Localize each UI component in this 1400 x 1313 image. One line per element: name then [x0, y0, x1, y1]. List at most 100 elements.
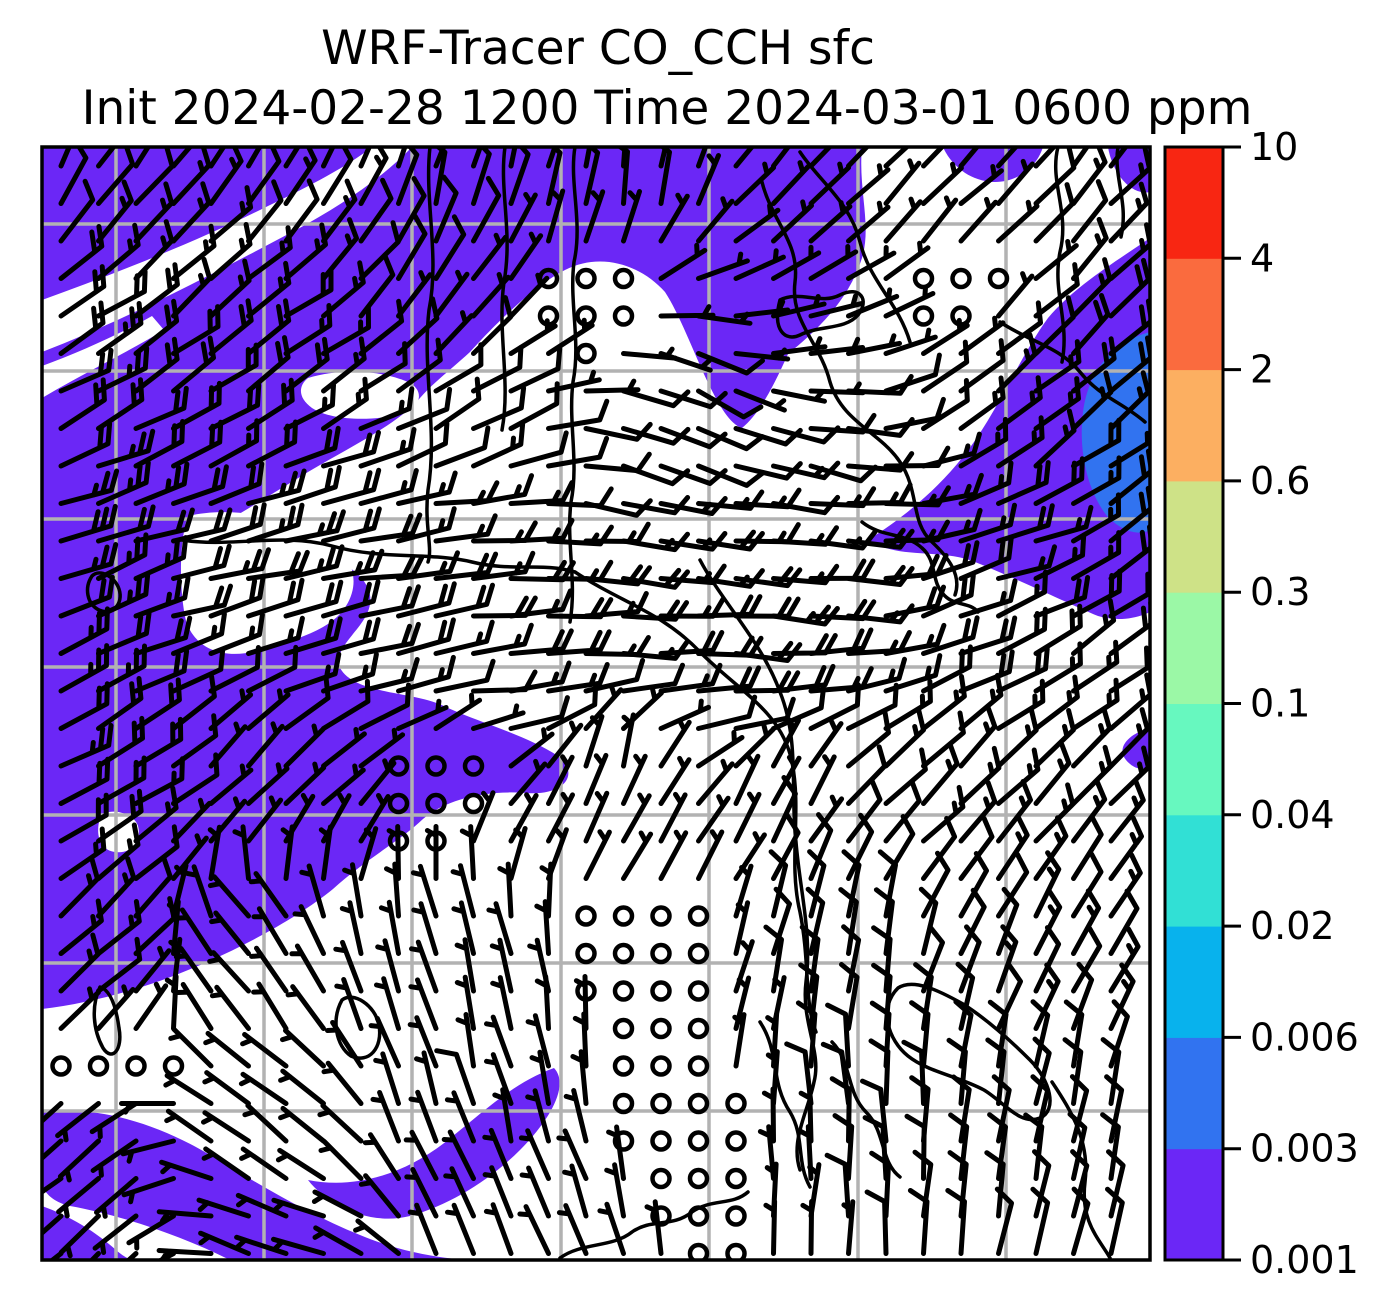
calm-circle: [612, 1130, 635, 1152]
wind-barb: [42, 1138, 64, 1162]
wind-barb: [862, 1115, 889, 1181]
colorbar-tick-label: 0.3: [1250, 570, 1310, 614]
wind-barb: [94, 1176, 139, 1219]
wind-barb: [1071, 216, 1109, 281]
map-frame: [40, 145, 1152, 1262]
wind-barb: [921, 784, 966, 844]
wind-barb: [546, 720, 584, 769]
wind-barb: [342, 862, 364, 919]
colorbar-tick-label: 4: [1250, 236, 1274, 280]
wind-barb: [358, 468, 419, 506]
wind-barb: [358, 758, 397, 806]
wind-barb: [771, 775, 798, 844]
colorbar-segment: [1165, 926, 1223, 1038]
wind-barb: [433, 214, 467, 281]
colorbar-tick-label: 0.001: [1250, 1238, 1359, 1282]
wind-barb: [207, 874, 251, 919]
wind-barb: [508, 517, 575, 544]
wind-barb: [321, 336, 367, 394]
wind-barb: [96, 345, 150, 394]
wind-barb: [771, 147, 792, 169]
wind-barb: [583, 790, 610, 844]
wind-barb: [1100, 1112, 1121, 1181]
wind-barb: [58, 1213, 101, 1259]
wind-barb: [471, 790, 496, 844]
wind-barb: [1108, 707, 1150, 769]
wind-barb: [958, 535, 1014, 581]
wind-barb: [951, 1074, 972, 1144]
wind-barb: [864, 1189, 889, 1256]
wind-barb: [289, 943, 326, 994]
wind-barb: [321, 678, 371, 731]
wind-barb: [283, 579, 344, 619]
calm-circle: [425, 755, 447, 777]
wind-barb: [873, 887, 895, 956]
wind-barb: [133, 785, 179, 844]
wind-barb: [58, 643, 110, 694]
wind-barb: [171, 464, 229, 506]
wind-barb: [58, 178, 96, 244]
wind-barb: [996, 199, 1040, 244]
wind-barb: [1071, 492, 1121, 544]
wind-barb: [251, 981, 289, 1031]
wind-barb: [321, 304, 371, 356]
wind-barb: [921, 850, 951, 919]
coastline-path: [92, 985, 122, 1056]
wind-barb: [55, 1101, 101, 1143]
wind-barb: [96, 899, 142, 956]
wind-barb: [171, 304, 221, 356]
calm-circle: [650, 1017, 672, 1040]
wind-barb: [958, 649, 1015, 694]
wind-barb: [799, 924, 821, 994]
wind-barb: [358, 147, 389, 206]
wind-barb: [238, 1071, 289, 1106]
wind-barb: [696, 794, 731, 844]
wind-barb: [280, 1028, 326, 1069]
wind-barb: [508, 727, 555, 769]
wind-barb: [208, 688, 254, 731]
colorbar-tick-label: 0.02: [1250, 904, 1335, 948]
wind-barb: [482, 1165, 514, 1219]
wind-barb: [396, 386, 453, 431]
wind-barb: [1071, 147, 1091, 169]
calm-circle: [650, 1055, 672, 1077]
wind-barb: [133, 824, 180, 881]
wind-barb: [433, 269, 470, 319]
wind-barb: [358, 386, 415, 431]
wind-barb: [996, 852, 1030, 919]
wind-barb: [58, 542, 119, 581]
wind-barb: [508, 660, 572, 694]
wind-barb: [411, 901, 439, 956]
wind-barb: [771, 336, 828, 356]
wind-barb: [171, 752, 220, 806]
wind-barb: [201, 1110, 251, 1144]
coastline-path: [758, 1020, 812, 1189]
wind-barb: [396, 421, 450, 469]
wind-barb: [133, 945, 172, 994]
wind-barb: [921, 161, 964, 206]
wind-barb: [42, 1176, 64, 1195]
wind-barb: [508, 792, 539, 844]
wind-barb: [396, 506, 457, 544]
wind-barb: [883, 622, 947, 656]
calm-circle: [687, 1092, 710, 1115]
colorbar-segment: [1165, 1037, 1223, 1150]
wind-barb: [771, 294, 827, 319]
wind-barb: [996, 271, 1035, 319]
wind-barb: [208, 763, 254, 806]
wind-barb: [621, 792, 652, 844]
wind-barb: [96, 643, 147, 694]
wind-barb: [471, 147, 492, 206]
wind-barb: [208, 502, 267, 544]
wind-barb: [883, 678, 933, 731]
wind-barb: [209, 984, 251, 1031]
wind-barb: [921, 674, 967, 731]
wind-barb: [208, 645, 261, 694]
wind-barb: [583, 752, 609, 806]
wind-barb: [658, 351, 713, 373]
wind-barb: [318, 824, 333, 881]
wind-barb: [358, 341, 408, 394]
wind-barb: [96, 147, 117, 169]
